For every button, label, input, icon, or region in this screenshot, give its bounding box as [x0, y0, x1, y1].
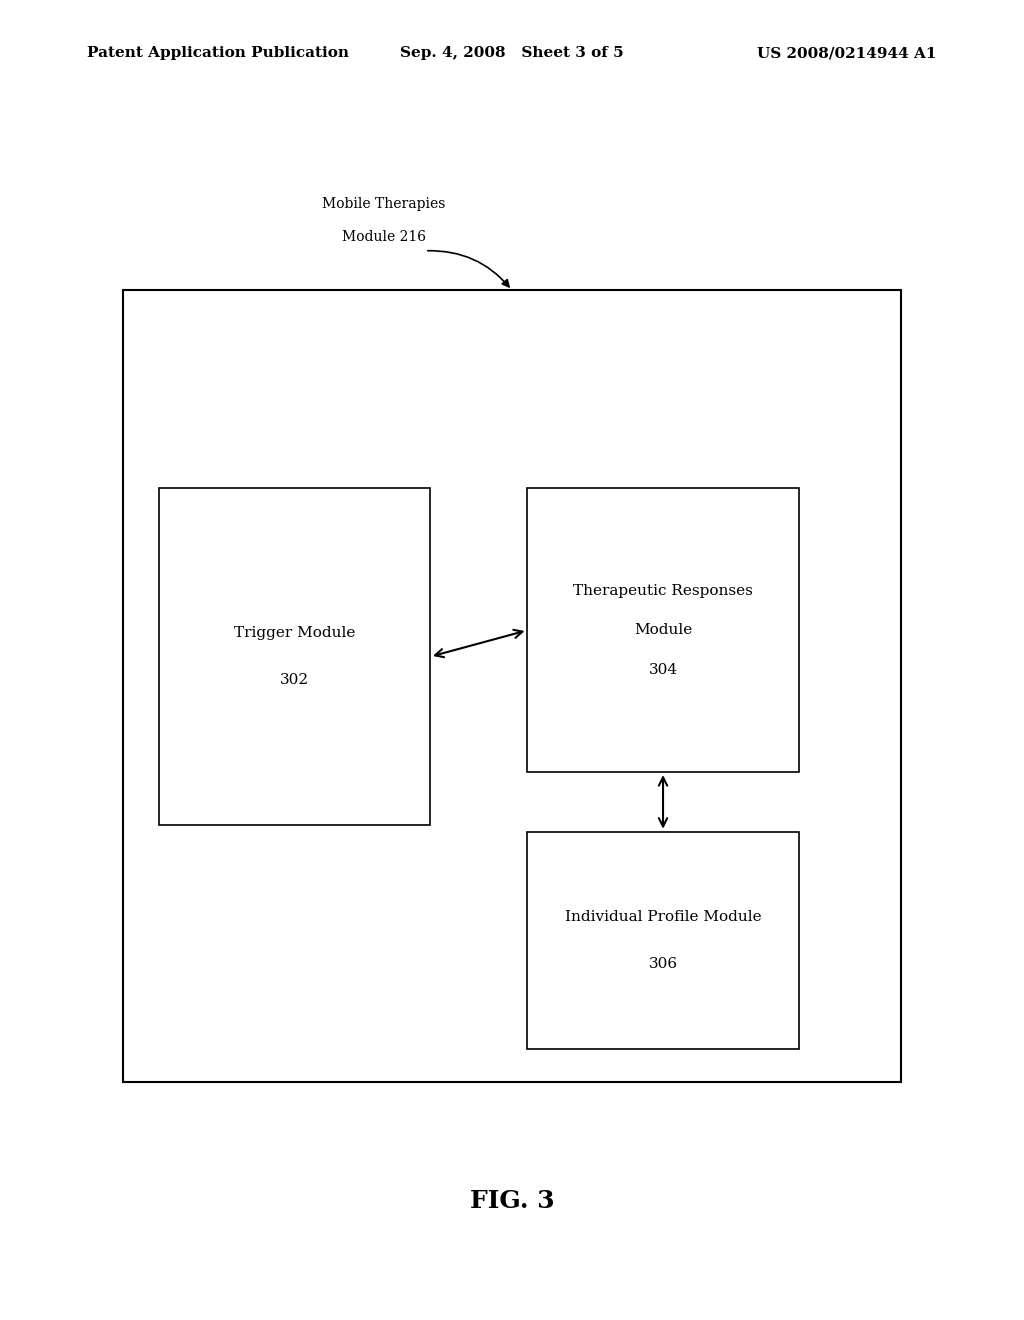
- Text: Mobile Therapies: Mobile Therapies: [323, 197, 445, 211]
- Bar: [527, 488, 799, 772]
- Text: 302: 302: [280, 673, 309, 688]
- Text: US 2008/0214944 A1: US 2008/0214944 A1: [758, 46, 937, 61]
- Text: 306: 306: [648, 957, 678, 972]
- Text: Module 216: Module 216: [342, 230, 426, 244]
- Text: Therapeutic Responses: Therapeutic Responses: [573, 583, 753, 598]
- Text: Patent Application Publication: Patent Application Publication: [87, 46, 349, 61]
- Bar: [159, 488, 430, 825]
- Text: Module: Module: [634, 623, 692, 638]
- Text: Individual Profile Module: Individual Profile Module: [564, 909, 762, 924]
- Bar: [527, 832, 799, 1049]
- Text: 304: 304: [648, 663, 678, 677]
- Text: FIG. 3: FIG. 3: [470, 1189, 554, 1213]
- Text: Trigger Module: Trigger Module: [233, 626, 355, 640]
- Bar: [123, 290, 901, 1082]
- Text: Sep. 4, 2008   Sheet 3 of 5: Sep. 4, 2008 Sheet 3 of 5: [400, 46, 624, 61]
